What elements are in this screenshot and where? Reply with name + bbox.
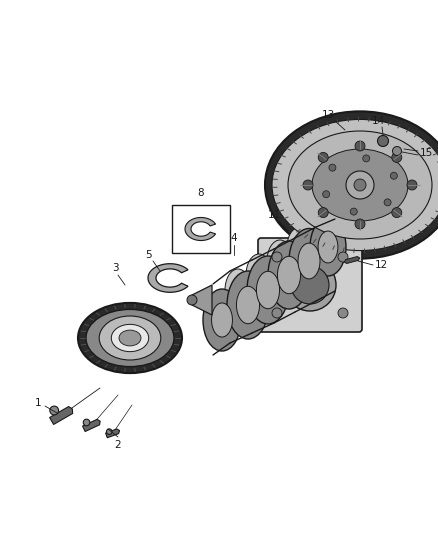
Circle shape [407,180,417,190]
Ellipse shape [287,227,313,267]
Text: 1: 1 [35,398,41,408]
Ellipse shape [312,149,408,221]
Text: 2: 2 [115,440,121,450]
Polygon shape [148,264,188,292]
Circle shape [83,419,90,426]
Bar [172,205,230,253]
Text: 8: 8 [198,188,204,198]
Circle shape [384,199,391,206]
Ellipse shape [225,269,251,311]
Circle shape [318,207,328,217]
Circle shape [272,252,282,262]
Ellipse shape [212,303,233,337]
Circle shape [363,155,370,162]
Ellipse shape [99,316,161,360]
Circle shape [392,147,402,156]
Ellipse shape [288,131,432,239]
Ellipse shape [310,218,346,276]
Circle shape [338,308,348,318]
Polygon shape [83,419,100,432]
Ellipse shape [272,119,438,251]
FancyBboxPatch shape [258,238,362,332]
Circle shape [187,295,197,305]
Polygon shape [344,256,360,263]
Ellipse shape [291,266,329,304]
Ellipse shape [289,229,329,294]
Text: 4: 4 [231,233,237,243]
Circle shape [50,406,59,415]
Text: 11: 11 [267,210,281,220]
Circle shape [106,429,112,434]
Circle shape [390,172,397,179]
Ellipse shape [203,289,241,351]
Ellipse shape [119,330,141,346]
Ellipse shape [257,271,279,309]
Ellipse shape [265,111,438,259]
Ellipse shape [246,254,272,296]
Polygon shape [106,429,120,438]
Ellipse shape [284,259,336,311]
Text: 12: 12 [375,260,388,270]
Ellipse shape [86,309,174,367]
Circle shape [338,252,348,262]
Polygon shape [49,407,73,424]
Ellipse shape [267,240,293,282]
Circle shape [323,191,330,198]
Text: 15: 15 [420,148,433,158]
Ellipse shape [237,286,260,324]
Circle shape [272,308,282,318]
Circle shape [318,152,328,163]
Ellipse shape [78,303,182,373]
Text: 5: 5 [145,250,151,260]
Circle shape [355,141,365,151]
Polygon shape [192,285,212,315]
Text: 13: 13 [321,110,335,120]
Ellipse shape [318,231,338,263]
Circle shape [350,208,357,215]
Ellipse shape [298,243,320,279]
Circle shape [355,219,365,229]
Ellipse shape [227,271,269,339]
Circle shape [346,171,374,199]
Ellipse shape [277,256,300,294]
Ellipse shape [268,241,310,309]
Circle shape [392,152,402,163]
Text: 14: 14 [371,116,385,126]
Circle shape [378,135,389,147]
Polygon shape [185,217,215,240]
Circle shape [392,207,402,217]
Ellipse shape [247,256,289,324]
Ellipse shape [111,325,148,352]
Circle shape [329,164,336,171]
Circle shape [354,179,366,191]
Circle shape [303,180,313,190]
Text: 3: 3 [112,263,118,273]
